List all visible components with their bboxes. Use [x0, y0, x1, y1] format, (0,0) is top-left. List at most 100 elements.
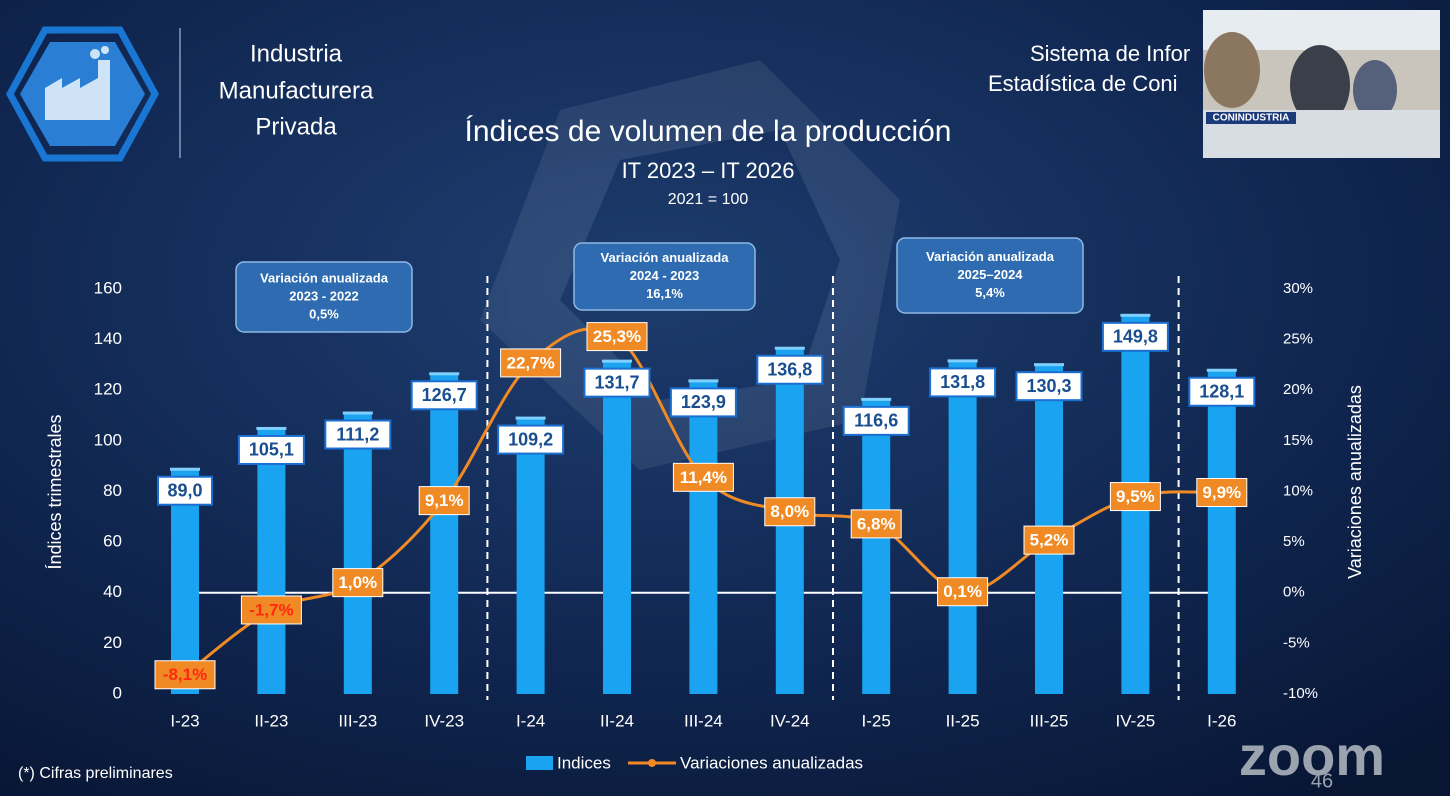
y2-tick-label: -10%: [1283, 685, 1318, 702]
bar-label: 105,1: [249, 440, 294, 460]
line-label-box: [937, 577, 989, 607]
y-tick-label: 120: [94, 380, 122, 399]
legend-label: Indices: [557, 753, 611, 772]
bar-label: 123,9: [681, 392, 726, 412]
footnote: (*) Cifras preliminares: [18, 765, 173, 782]
bar-label: 116,6: [854, 411, 898, 431]
bar-label-box: [583, 367, 651, 398]
annotation-text: 2023 - 2022: [289, 288, 358, 303]
bar: [257, 427, 286, 694]
x-tick-label: IV-25: [1116, 711, 1156, 730]
x-tick-label: I-26: [1207, 711, 1236, 730]
legend-label: Variaciones anualizadas: [680, 753, 863, 772]
x-tick-label: II-23: [254, 711, 288, 730]
bar-label-box: [324, 419, 392, 450]
bar-cap: [774, 346, 805, 350]
bar-cap: [688, 379, 719, 383]
chart-title: Índices de volumen de la producción: [465, 115, 952, 148]
y2-tick-label: -5%: [1283, 634, 1310, 651]
line-label: 6,8%: [857, 514, 896, 533]
line-label-box: [240, 595, 302, 625]
bar-cap: [515, 416, 546, 420]
bar-label-box: [842, 405, 910, 436]
line-label: 8,0%: [770, 502, 809, 521]
x-tick-label: III-24: [684, 711, 723, 730]
line-label: 9,9%: [1202, 483, 1241, 502]
y-tick-label: 40: [103, 582, 122, 601]
bar-label: 126,7: [422, 385, 467, 405]
legend-swatch: [526, 756, 553, 770]
line-label: 22,7%: [506, 353, 554, 372]
bar: [430, 373, 459, 694]
bar-label-box: [1015, 371, 1083, 402]
bar-label-box: [756, 354, 824, 385]
line-label-box: [1196, 478, 1248, 508]
line-label: -8,1%: [163, 665, 207, 684]
y2-tick-label: 0%: [1283, 584, 1305, 601]
bar: [171, 468, 199, 694]
bar-label: 128,1: [1199, 381, 1244, 401]
line-label: 5,2%: [1030, 531, 1069, 550]
bar-label: 89,0: [167, 480, 202, 500]
x-tick-label: IV-24: [770, 711, 810, 730]
y-tick-label: 80: [103, 481, 122, 500]
bar-label-box: [410, 380, 478, 411]
y2-tick-label: 5%: [1283, 533, 1305, 550]
x-tick-label: I-24: [516, 711, 545, 730]
header-line: Privada: [255, 113, 337, 140]
annotation-text: 5,4%: [975, 285, 1005, 300]
bar-cap: [602, 359, 632, 363]
x-tick-label: II-24: [600, 711, 634, 730]
x-tick-label: III-25: [1030, 711, 1069, 730]
line-label-box: [764, 497, 816, 527]
logo: [6, 26, 159, 162]
legend-swatch-dot: [648, 759, 656, 767]
annotation-text: 0,5%: [309, 306, 339, 321]
x-tick-label: I-23: [170, 711, 199, 730]
line-label: 9,5%: [1116, 487, 1155, 506]
bar: [689, 380, 718, 694]
bar: [1207, 369, 1236, 694]
header-right-line: Sistema de Infor: [1030, 41, 1190, 66]
y-tick-label: 140: [94, 329, 122, 348]
webcam-label: CONINDUSTRIA: [1213, 113, 1290, 124]
annotation-text: Variación anualizada: [260, 270, 389, 285]
line-label: 9,1%: [425, 491, 464, 510]
y-tick-label: 160: [94, 278, 122, 297]
base-note: 2021 = 100: [668, 191, 749, 208]
y-tick-label: 60: [103, 532, 122, 551]
line-label-box: [1023, 525, 1075, 555]
bar-label: 149,8: [1113, 327, 1158, 347]
y-tick-label: 100: [94, 430, 122, 449]
bar-cap: [256, 426, 287, 430]
line-label-box: [586, 322, 648, 352]
bar-cap: [1034, 363, 1064, 367]
annotation-text: 2024 - 2023: [630, 268, 699, 283]
page-number: 46: [1311, 770, 1333, 792]
line-label: 0,1%: [943, 582, 982, 601]
line-label: 25,3%: [593, 327, 641, 346]
line-label-box: [154, 660, 216, 690]
line-label-box: [672, 462, 734, 492]
y-tick-label: 20: [103, 633, 122, 652]
bar-label: 131,7: [594, 372, 639, 392]
annotation-box: [896, 237, 1084, 314]
bar-label-box: [1188, 376, 1256, 407]
webcam: CONINDUSTRIA: [1203, 10, 1440, 158]
bar-label: 130,3: [1026, 376, 1071, 396]
bar-label-box: [497, 424, 565, 455]
bar-label: 109,2: [508, 429, 553, 449]
annotation-text: Variación anualizada: [926, 249, 1055, 264]
line-label: -1,7%: [249, 600, 293, 619]
annotation-box: [235, 261, 413, 333]
line-label-box: [418, 486, 470, 516]
chart-subtitle: IT 2023 – IT 2026: [622, 158, 795, 183]
x-tick-label: III-23: [338, 711, 377, 730]
bar-label-box: [157, 475, 213, 506]
annotation-text: Variación anualizada: [601, 250, 730, 265]
line-label-box: [500, 348, 562, 378]
bar-cap: [861, 397, 892, 401]
header-line: Manufacturera: [219, 77, 374, 104]
